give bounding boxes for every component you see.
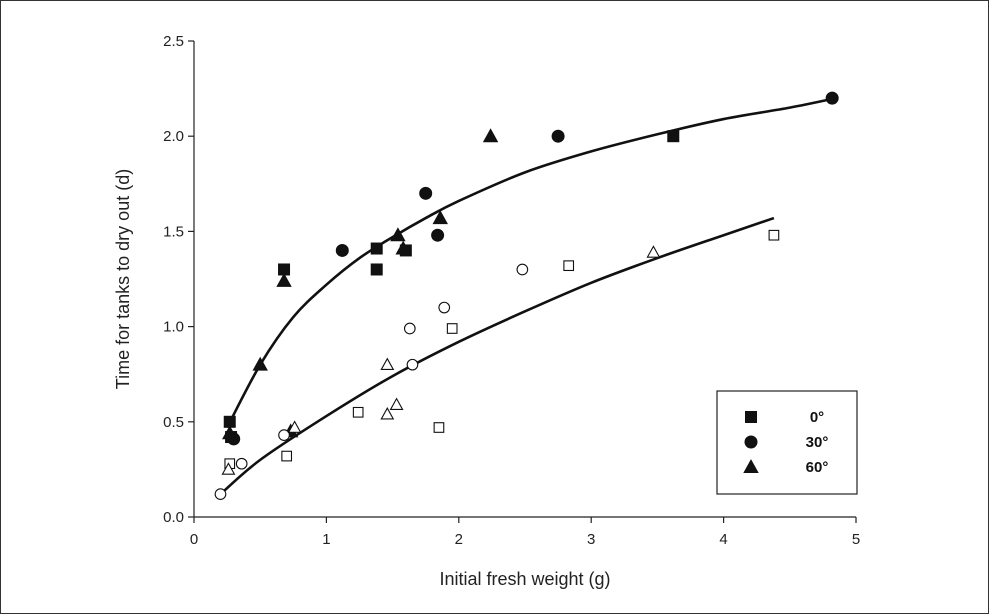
legend-box: [716, 390, 858, 495]
data-point-square-open: [563, 260, 575, 272]
data-point-triangle-filled: [482, 128, 499, 143]
x-tick-label: 5: [852, 531, 860, 548]
data-point-square-filled: [370, 263, 383, 276]
data-point-triangle-open: [380, 357, 395, 371]
data-point-circle-open: [403, 322, 416, 335]
x-tick-label: 0: [190, 531, 198, 548]
legend-label: 30°: [806, 434, 829, 451]
data-point-square-open: [768, 229, 780, 241]
data-point-triangle-filled: [222, 425, 238, 440]
data-point-circle-filled: [825, 91, 839, 105]
legend-label: 0°: [810, 409, 824, 426]
fit-curve: [225, 96, 837, 429]
data-point-circle-filled: [335, 243, 349, 257]
legend-label: 60°: [806, 459, 829, 476]
data-point-triangle-filled: [276, 272, 292, 287]
y-tick-label: 1.5: [163, 223, 184, 240]
data-point-triangle-open: [221, 462, 236, 475]
data-point-circle-filled: [419, 186, 433, 200]
data-point-circle-open: [214, 488, 227, 501]
x-tick-label: 1: [322, 531, 330, 548]
plot-axes: 0 1 2 3 4 5 0.0 0.5 1.0 1.5 2.0 2.5: [163, 33, 860, 548]
data-point-triangle-open: [287, 420, 302, 433]
data-point-square-filled: [667, 130, 680, 143]
fit-curve: [219, 216, 775, 496]
y-tick-label: 0.5: [163, 414, 184, 431]
legend-marker-circle: [744, 435, 758, 449]
y-tick-label: 2.0: [163, 128, 184, 145]
legend-marker-square: [745, 411, 757, 423]
data-point-triangle-filled: [395, 240, 411, 255]
y-tick-label: 0.0: [163, 509, 184, 526]
legend-marker-triangle: [743, 459, 759, 473]
data-point-circle-filled: [431, 228, 445, 242]
data-point-triangle-open: [380, 407, 395, 420]
data-point-square-open: [352, 406, 364, 418]
data-point-triangle-filled: [390, 227, 406, 242]
data-point-triangle-filled: [252, 356, 268, 371]
data-point-circle-open: [438, 301, 451, 314]
x-axis-title: Initial fresh weight (g): [439, 569, 610, 589]
data-point-circle-open: [406, 358, 419, 371]
data-point-square-open: [433, 422, 445, 433]
data-point-square-open: [281, 450, 293, 462]
x-tick-label: 2: [455, 531, 463, 548]
data-point-circle-filled: [551, 129, 565, 143]
x-tick-label: 3: [587, 531, 595, 548]
data-point-circle-open: [235, 457, 248, 470]
data-point-triangle-open: [389, 397, 404, 411]
y-axis-title: Time for tanks to dry out (d): [113, 169, 133, 389]
data-point-triangle-filled: [432, 210, 448, 225]
data-point-square-filled: [370, 242, 383, 255]
data-point-square-open: [446, 323, 458, 334]
legend: 0° 30° 60°: [716, 390, 858, 495]
data-points: [214, 91, 839, 501]
x-tick-label: 4: [719, 531, 727, 548]
y-tick-label: 2.5: [163, 33, 184, 50]
data-point-triangle-open: [646, 245, 661, 258]
data-point-circle-open: [516, 263, 529, 276]
data-point-circle-open: [278, 429, 290, 441]
y-tick-label: 1.0: [163, 319, 184, 336]
